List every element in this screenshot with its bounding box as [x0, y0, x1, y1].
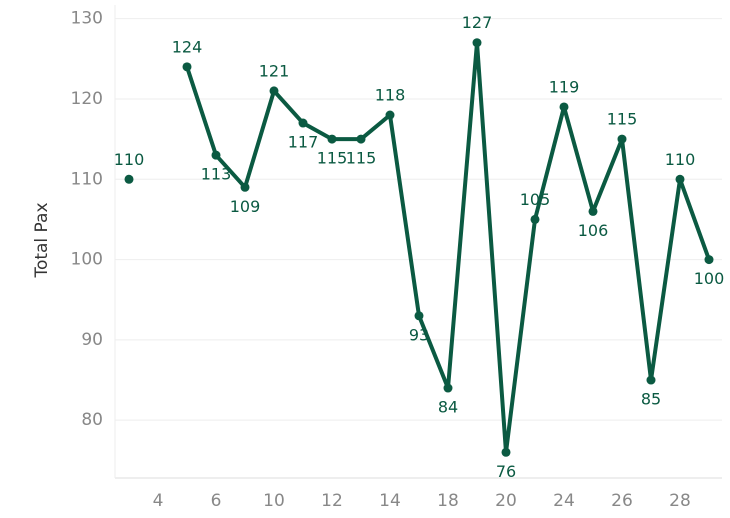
point	[327, 134, 337, 144]
point	[269, 86, 279, 96]
data-label: 105	[520, 190, 551, 209]
x-tick-label: 14	[379, 491, 401, 511]
x-tick-label: 20	[495, 491, 517, 511]
point	[588, 206, 598, 216]
data-label: 93	[409, 325, 429, 344]
data-label: 109	[230, 197, 261, 216]
y-tick-label: 90	[81, 330, 103, 350]
point	[675, 174, 685, 184]
point	[617, 134, 627, 144]
data-label: 115	[346, 149, 377, 168]
data-label: 76	[496, 462, 516, 481]
point	[124, 174, 134, 184]
point	[501, 447, 511, 457]
point	[414, 311, 424, 321]
data-label: 119	[549, 77, 580, 96]
point	[704, 255, 714, 265]
data-label: 121	[259, 61, 290, 80]
x-tick-label: 24	[553, 491, 575, 511]
point	[298, 118, 308, 128]
y-tick-label: 120	[71, 89, 103, 109]
x-tick-label: 26	[611, 491, 633, 511]
x-tick-label: 12	[321, 491, 343, 511]
y-tick-label: 100	[71, 250, 103, 270]
x-tick-label: 6	[211, 491, 222, 511]
y-axis-title: Total Pax	[32, 202, 52, 278]
data-label: 85	[641, 390, 661, 409]
plot-background	[115, 5, 722, 478]
point	[240, 182, 250, 192]
data-label: 110	[114, 150, 145, 169]
data-label: 124	[172, 37, 203, 56]
data-label: 110	[665, 150, 696, 169]
x-tick-label: 10	[263, 491, 285, 511]
data-label: 100	[694, 269, 725, 288]
data-label: 106	[578, 221, 609, 240]
x-tick-label: 28	[669, 491, 691, 511]
y-tick-label: 130	[71, 9, 103, 29]
point	[356, 134, 366, 144]
data-label: 113	[201, 165, 232, 184]
data-label: 115	[317, 149, 348, 168]
data-label: 84	[438, 398, 458, 417]
x-tick-label: 18	[437, 491, 459, 511]
point	[559, 102, 569, 112]
point	[182, 62, 192, 72]
data-label: 127	[462, 13, 493, 32]
point	[646, 375, 656, 385]
point	[472, 38, 482, 48]
data-label: 115	[607, 110, 638, 129]
y-tick-label: 80	[81, 410, 103, 430]
point	[211, 150, 221, 160]
point	[443, 383, 453, 393]
point	[530, 214, 540, 224]
data-label: 117	[288, 133, 319, 152]
data-label: 118	[375, 86, 406, 105]
point	[385, 110, 395, 120]
x-tick-label: 4	[153, 491, 164, 511]
y-tick-label: 110	[71, 169, 103, 189]
